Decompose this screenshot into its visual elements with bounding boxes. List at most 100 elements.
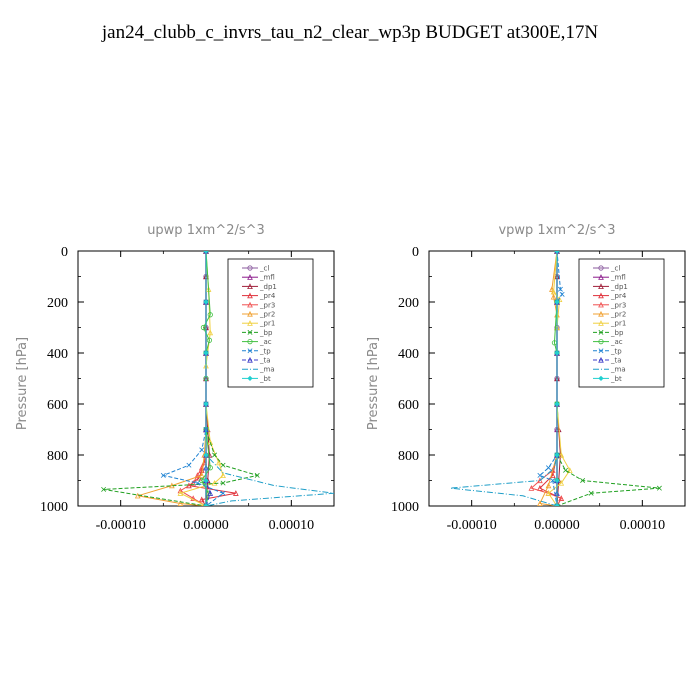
y-tick-label: 800 xyxy=(47,449,68,464)
series-bt-point xyxy=(554,452,560,458)
series-tp-point xyxy=(550,478,556,483)
series-bp-point xyxy=(656,485,662,491)
series-pr1-point xyxy=(566,467,573,473)
x-tick-label: 0.00000 xyxy=(183,518,229,533)
series-pr1-line xyxy=(179,251,224,506)
legend-mfl-marker xyxy=(598,274,604,280)
legend-dp1-marker xyxy=(247,283,253,289)
series-bt-point xyxy=(203,452,209,458)
series-ta-point xyxy=(207,490,214,496)
series-pr1-point xyxy=(545,490,552,496)
legend: _cl_mfl_dp1_pr4_pr3_pr2_pr1_bp_ac_tp_ta_… xyxy=(578,258,665,388)
series-bp-point xyxy=(580,478,586,483)
series-bp-point xyxy=(254,472,260,478)
legend-bp-marker xyxy=(598,329,604,335)
y-tick-label: 400 xyxy=(47,347,68,362)
legend-ta-label: _ta xyxy=(610,357,622,365)
legend-ac-marker xyxy=(598,338,604,345)
series-bp-point xyxy=(220,480,226,486)
series-pr2-point xyxy=(198,472,205,478)
y-tick-label: 400 xyxy=(398,347,419,362)
series-tp-point xyxy=(537,472,543,478)
series-pr4-point xyxy=(198,496,205,503)
legend-bt-label: _bt xyxy=(259,375,271,383)
legend-pr4-label: _pr4 xyxy=(610,292,627,300)
series-pr1-point xyxy=(550,288,557,295)
legend-bt-label: _bt xyxy=(610,375,622,383)
series-tp-point xyxy=(554,503,560,506)
legend-pr3-label: _pr3 xyxy=(259,301,275,309)
series-pr2-line xyxy=(137,251,207,506)
series-ac-point xyxy=(207,312,213,318)
legend-cl-marker xyxy=(598,265,604,271)
series-ma-line xyxy=(450,251,558,506)
y-tick-label: 0 xyxy=(412,245,419,260)
legend-pr1-label: _pr1 xyxy=(610,320,626,328)
series-pr3-point xyxy=(194,472,201,478)
legend-pr3-marker xyxy=(598,301,604,308)
legend-bp-label: _bp xyxy=(610,329,624,337)
series-bt-point xyxy=(554,350,560,356)
series-bt-point xyxy=(203,299,209,305)
series-pr2-point xyxy=(549,286,555,292)
series-bp-point xyxy=(588,490,594,496)
series-pr1-point xyxy=(207,439,214,445)
series-pr4-point xyxy=(233,490,239,496)
series-pr3-point xyxy=(558,495,565,501)
series-pr1-point xyxy=(215,459,222,466)
y-tick-label: 200 xyxy=(47,296,68,311)
series-bt-point xyxy=(554,503,560,506)
series-bt-point xyxy=(203,350,209,356)
x-tick-label: 0.00010 xyxy=(269,518,315,533)
series-bt xyxy=(203,251,209,506)
series-group xyxy=(101,251,334,506)
legend-pr4-marker xyxy=(598,292,604,299)
x-tick-label: 0.00010 xyxy=(620,518,666,533)
legend-pr2-marker xyxy=(598,310,604,317)
y-tick-label: 1000 xyxy=(40,500,68,515)
panel-upwp: upwp 1xm^2/s^3 Pressure [hPa] 0 200 400 600 80… xyxy=(15,223,335,533)
series-tp xyxy=(537,251,565,506)
series-tp-point xyxy=(194,480,200,486)
legend-ac-label: _ac xyxy=(610,338,623,346)
y-tick-label: 200 xyxy=(398,296,419,311)
series-bt-point xyxy=(554,477,560,484)
legend-pr3-label: _pr3 xyxy=(610,301,626,309)
panel-title: upwp 1xm^2/s^3 xyxy=(147,223,265,238)
series-bt xyxy=(554,251,560,506)
series-bt-point xyxy=(203,477,209,484)
series-group xyxy=(450,251,662,506)
y-axis-label: Pressure [hPa] xyxy=(15,337,30,430)
legend-pr4-label: _pr4 xyxy=(259,292,276,300)
legend-bt-marker xyxy=(247,375,253,382)
series-pr3-point xyxy=(190,495,197,501)
series-tp-point xyxy=(186,462,192,468)
legend-dp1-label: _dp1 xyxy=(610,283,628,291)
series-pr1-point xyxy=(177,490,184,496)
series-bt-point xyxy=(203,503,209,506)
legend-ma-label: _ma xyxy=(610,366,626,374)
series-ac-point xyxy=(207,465,213,471)
legend-ma-label: _ma xyxy=(259,366,275,374)
series-tp-point xyxy=(557,286,563,292)
legend-bp-label: _bp xyxy=(259,329,273,337)
y-tick-label: 600 xyxy=(47,398,68,413)
series-ta-line xyxy=(205,251,211,506)
series-pr3-point xyxy=(190,479,197,486)
series-bt-point xyxy=(203,251,209,254)
legend-pr4-marker xyxy=(247,292,253,299)
legend-cl-label: _cl xyxy=(610,265,620,273)
series-tp-point xyxy=(545,465,551,471)
legend-pr2-label: _pr2 xyxy=(610,311,626,319)
panel-title: vpwp 1xm^2/s^3 xyxy=(498,223,615,238)
legend-mfl-label: _mfl xyxy=(259,274,275,282)
series-bp-line xyxy=(556,251,660,506)
legend-pr3-marker xyxy=(247,301,253,308)
legend-pr2-marker xyxy=(247,310,253,317)
series-pr2-point xyxy=(545,482,552,489)
series-pr2-point xyxy=(537,500,543,506)
legend-mfl-label: _mfl xyxy=(610,274,626,282)
x-tick-label: -0.00010 xyxy=(447,518,497,533)
series-pr3-point xyxy=(537,477,543,484)
